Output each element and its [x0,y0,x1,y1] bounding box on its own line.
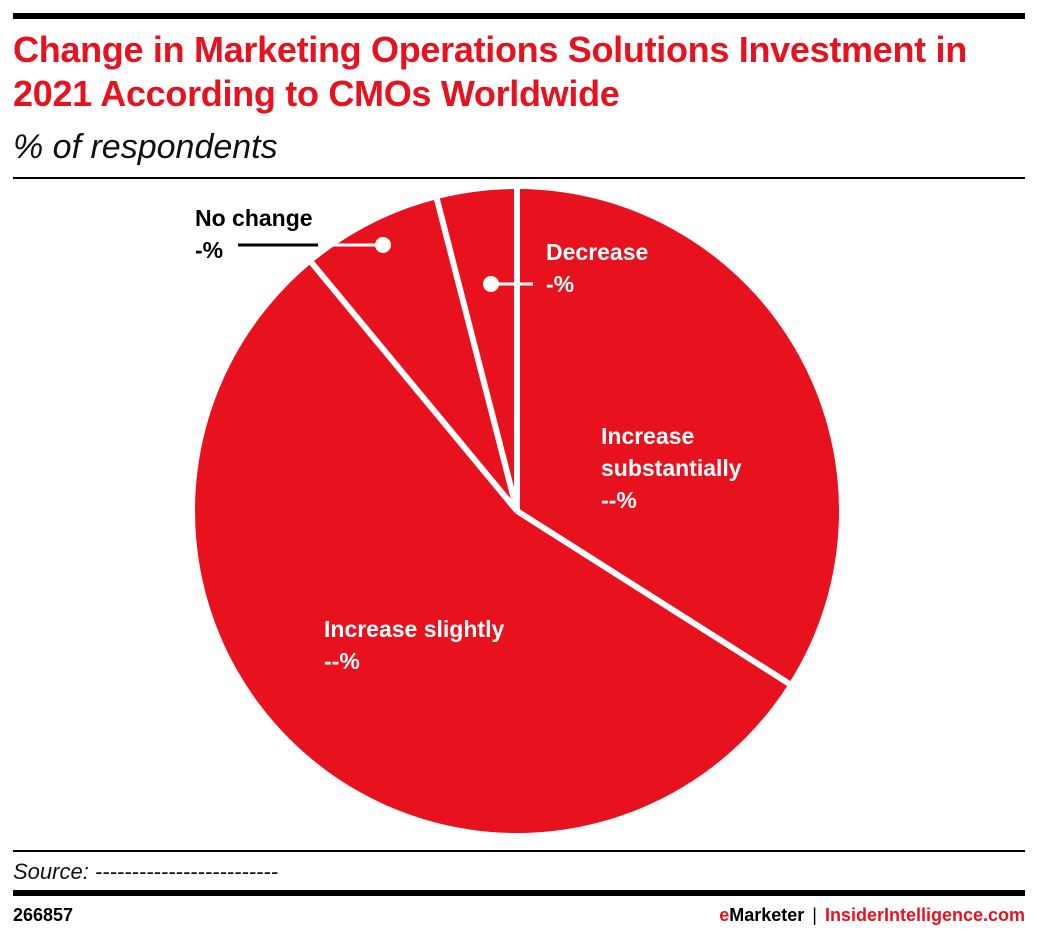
label-increase-slightly-name: Increase slightly [324,616,505,642]
pie-slice-increase-slightly [195,262,789,833]
label-no-change-value: -% [195,237,224,263]
brand-site-link[interactable]: InsiderIntelligence.com [824,905,1025,925]
slice-separator [434,198,520,512]
label-increase-substantially-name-1: Increase [601,423,695,449]
brand-marketer: Marketer [729,905,805,925]
brand-e: e [719,905,730,925]
label-increase-substantially-name-2: substantially [601,455,742,481]
label-no-change: No change -% [195,202,313,266]
decrease-marker-dot [483,276,499,292]
brand-separator: | [812,905,817,925]
header-divider [13,177,1025,179]
chart-id: 266857 [13,905,74,925]
label-no-change-name: No change [195,205,313,231]
pie-slices [195,189,840,833]
top-thick-rule [13,13,1025,19]
label-increase-substantially-value: --% [601,487,637,513]
label-increase-slightly-value: --% [324,648,360,674]
source-note: Source: ------------------------- [13,859,279,884]
label-decrease-value: -% [546,271,575,297]
pie-slice-no-change [311,199,517,512]
label-decrease: Decrease -% [546,236,648,300]
slice-separator [309,260,520,513]
footer-divider [13,850,1025,852]
brand-footer: eMarketer | InsiderIntelligence.com [719,902,1025,928]
no-change-marker-dot [375,237,391,253]
leader-lines [238,237,533,292]
label-decrease-name: Decrease [546,239,649,265]
label-increase-slightly: Increase slightly --% [324,613,504,677]
label-increase-substantially: Increase substantially --% [601,420,742,516]
slice-separator [515,508,791,687]
chart-title: Change in Marketing Operations Solutions… [13,29,967,114]
bottom-thick-rule [13,890,1025,896]
chart-subtitle: % of respondents [13,128,278,166]
